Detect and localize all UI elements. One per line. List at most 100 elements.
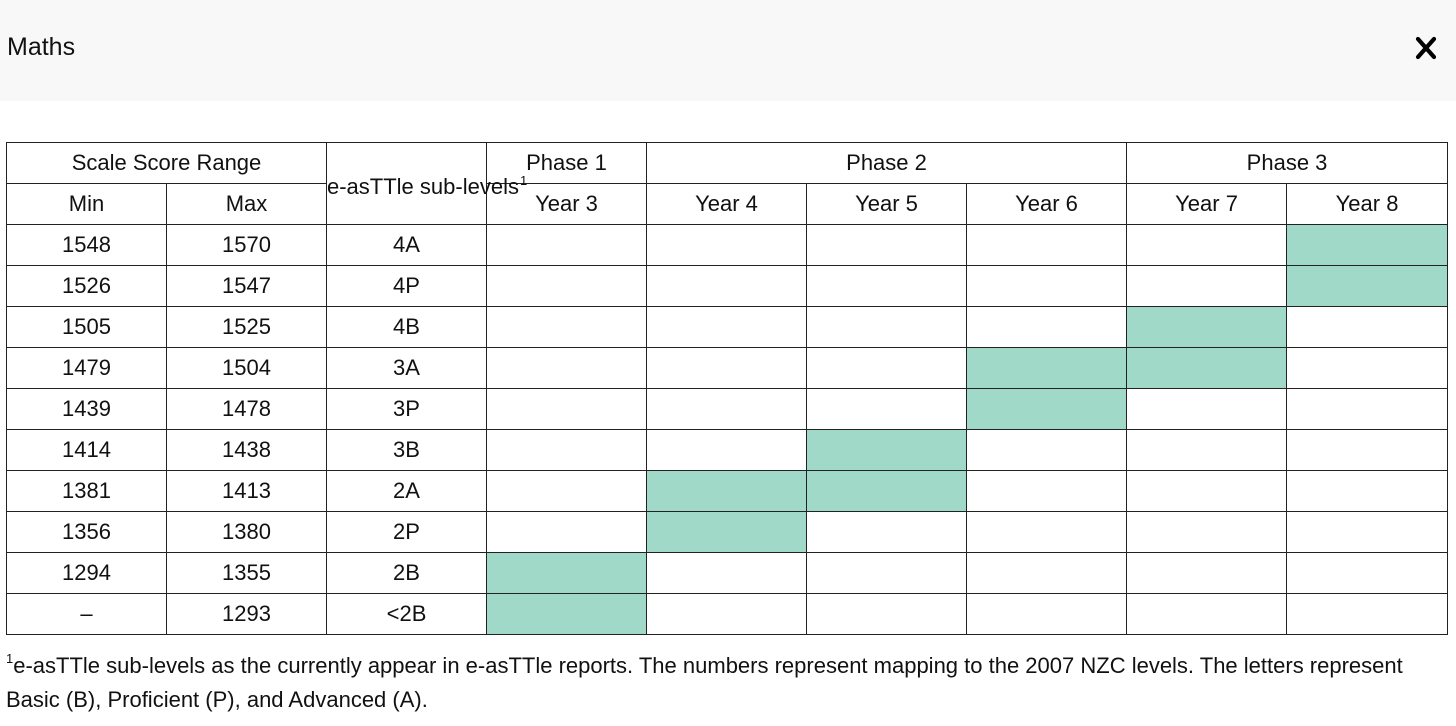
scale-score-range-header: Scale Score Range — [6, 142, 327, 184]
modal-header: Maths — [0, 0, 1456, 101]
footnote: 1e-asTTle sub-levels as the currently ap… — [6, 642, 1446, 717]
year-cell — [646, 224, 807, 266]
year-cell — [486, 306, 647, 348]
year-cell — [1126, 265, 1288, 307]
table-row: 1356 1380 2P — [6, 511, 1449, 553]
sublevel-cell: 3P — [326, 388, 487, 430]
max-cell: 1293 — [166, 593, 327, 635]
table-row: 1381 1413 2A — [6, 470, 1449, 512]
max-cell: 1504 — [166, 347, 327, 389]
year-cell — [646, 347, 807, 389]
year-cell — [486, 470, 647, 512]
table-row: 1294 1355 2B — [6, 552, 1449, 594]
sublevel-cell: 4B — [326, 306, 487, 348]
year-cell — [646, 265, 807, 307]
year-cell — [1126, 388, 1288, 430]
max-cell: 1438 — [166, 429, 327, 471]
year-cell — [486, 224, 647, 266]
phase-header-2: Phase 2 — [645, 142, 1128, 184]
sublevel-cell: 4P — [326, 265, 487, 307]
year-header: Year 3 — [486, 183, 647, 225]
table-row: 1439 1478 3P — [6, 388, 1449, 430]
sublevel-cell: 3A — [326, 347, 487, 389]
year-cell — [646, 593, 807, 635]
year-cell-highlighted — [486, 593, 647, 635]
year-cell — [486, 265, 647, 307]
year-header: Year 5 — [806, 183, 967, 225]
year-cell-highlighted — [806, 429, 967, 471]
max-cell: 1525 — [166, 306, 327, 348]
table-row: 1548 1570 4A — [6, 224, 1449, 266]
year-cell-highlighted — [1286, 265, 1449, 307]
sublevel-cell: 2B — [326, 552, 487, 594]
year-cell — [486, 347, 647, 389]
year-cell-highlighted — [646, 470, 807, 512]
year-cell — [965, 306, 1128, 348]
year-cell — [646, 429, 807, 471]
year-cell — [1286, 511, 1449, 553]
table-row: 1414 1438 3B — [6, 429, 1449, 471]
year-cell — [806, 552, 967, 594]
year-cell — [1126, 470, 1288, 512]
year-cell — [806, 593, 967, 635]
sublevel-cell: 2P — [326, 511, 487, 553]
max-cell: 1570 — [166, 224, 327, 266]
max-cell: 1478 — [166, 388, 327, 430]
max-cell: 1413 — [166, 470, 327, 512]
year-cell — [965, 224, 1128, 266]
year-cell-highlighted — [965, 388, 1128, 430]
year-cell — [486, 511, 647, 553]
year-cell — [806, 388, 967, 430]
year-cell — [1126, 429, 1288, 471]
year-cell-highlighted — [806, 470, 967, 512]
min-cell: 1439 — [6, 388, 167, 430]
sublevel-cell: 4A — [326, 224, 487, 266]
modal-title: Maths — [7, 33, 76, 61]
year-cell — [806, 511, 967, 553]
table-row: 1505 1525 4B — [6, 306, 1449, 348]
year-cell — [1286, 470, 1449, 512]
year-cell-highlighted — [486, 552, 647, 594]
year-cell-highlighted — [1126, 306, 1288, 348]
year-cell — [965, 511, 1128, 553]
year-cell — [806, 224, 967, 266]
year-header: Year 8 — [1286, 183, 1449, 225]
year-cell — [1286, 552, 1449, 594]
phase-header-1: Phase 1 — [486, 142, 647, 184]
year-header: Year 4 — [646, 183, 807, 225]
year-cell — [1126, 511, 1288, 553]
year-cell-highlighted — [646, 511, 807, 553]
year-cell-highlighted — [965, 347, 1128, 389]
year-cell — [965, 470, 1128, 512]
sublevel-cell: <2B — [326, 593, 487, 635]
year-header: Year 7 — [1126, 183, 1288, 225]
close-icon — [1415, 36, 1437, 60]
close-button[interactable] — [1408, 30, 1444, 66]
year-cell — [1126, 552, 1288, 594]
year-cell — [646, 552, 807, 594]
footnote-number: 1 — [6, 651, 14, 666]
min-cell: 1479 — [6, 347, 167, 389]
year-cell — [646, 306, 807, 348]
phase-header-3: Phase 3 — [1126, 142, 1449, 184]
table-row: 1526 1547 4P — [6, 265, 1449, 307]
min-cell: 1505 — [6, 306, 167, 348]
header-row-years: Min Max Year 3 Year 4 Year 5 Year 6 Year… — [6, 183, 1449, 225]
year-cell-highlighted — [1126, 347, 1288, 389]
table-row: 1479 1504 3A — [6, 347, 1449, 389]
max-cell: 1355 — [166, 552, 327, 594]
min-header: Min — [6, 183, 167, 225]
sublevels-header-label: e-asTTle sub-levels — [327, 173, 519, 199]
min-cell: 1548 — [6, 224, 167, 266]
table-row: –1293 <2B — [6, 593, 1449, 635]
min-cell: 1381 — [6, 470, 167, 512]
max-cell: 1380 — [166, 511, 327, 553]
footnote-text: e-asTTle sub-levels as the currently app… — [6, 653, 1403, 712]
max-header: Max — [166, 183, 327, 225]
year-cell — [1286, 429, 1449, 471]
year-cell-highlighted — [1286, 224, 1449, 266]
year-cell — [486, 429, 647, 471]
year-cell — [1286, 347, 1449, 389]
year-cell — [486, 388, 647, 430]
min-cell: – — [6, 593, 167, 635]
